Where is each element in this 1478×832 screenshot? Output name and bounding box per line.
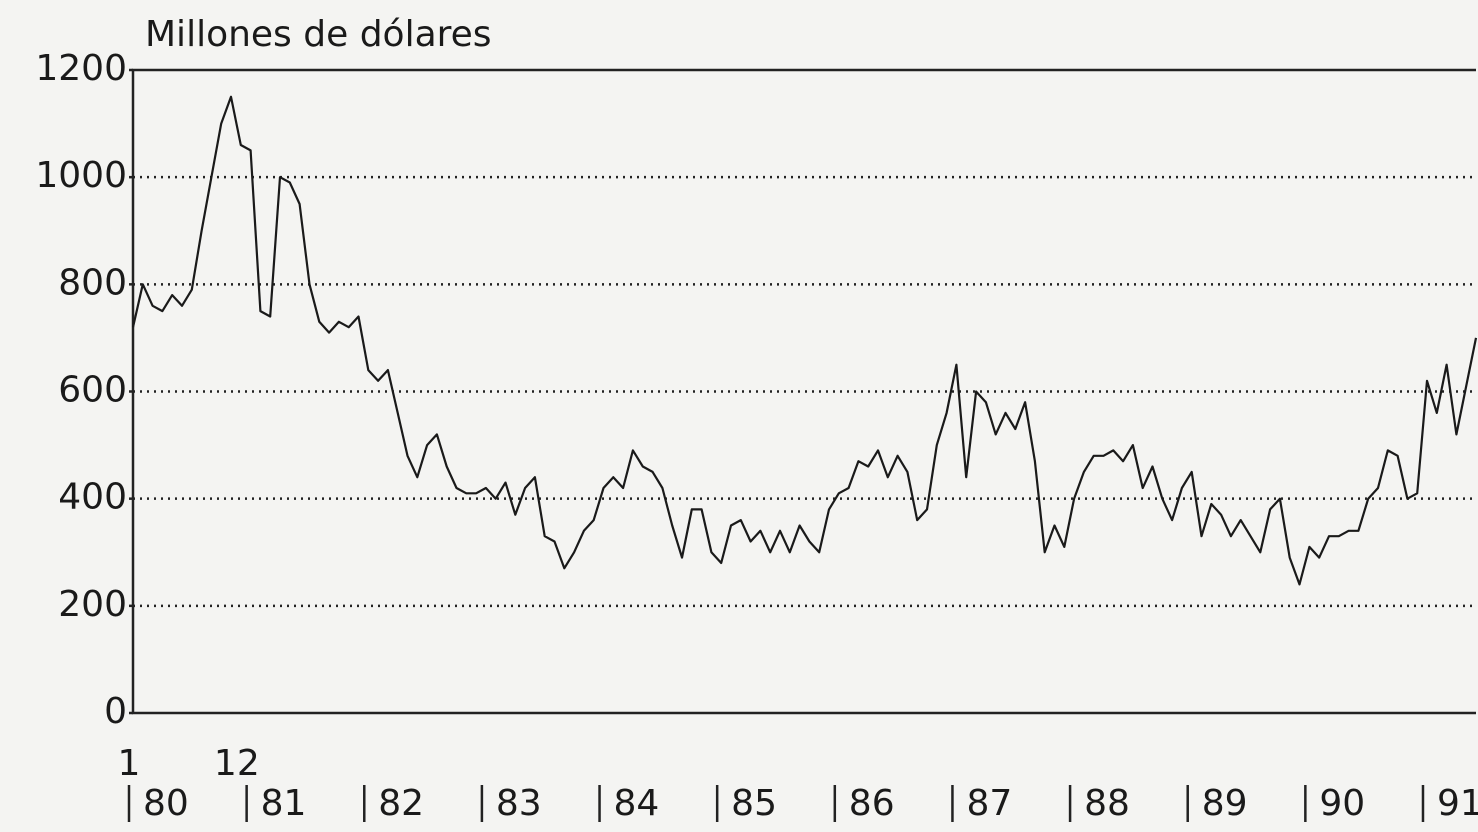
y-tick-label: 1200	[35, 48, 127, 89]
year-label: 82	[378, 783, 424, 824]
month-label: 1	[118, 743, 141, 784]
year-label: 88	[1084, 783, 1130, 824]
y-tick-label: 1000	[35, 155, 127, 196]
y-tick-label: 0	[104, 691, 127, 732]
y-tick-label: 400	[58, 477, 127, 518]
y-tick-label: 200	[58, 584, 127, 625]
month-label: 12	[214, 743, 260, 784]
y-tick-label: 600	[58, 370, 127, 411]
chart-title: Millones de dólares	[145, 14, 492, 55]
year-label: 90	[1319, 783, 1365, 824]
year-label: 81	[261, 783, 307, 824]
year-label: 87	[966, 783, 1012, 824]
year-label: 89	[1202, 783, 1248, 824]
year-label: 91	[1437, 783, 1478, 824]
y-tick-label: 800	[58, 262, 127, 303]
data-line	[131, 95, 1478, 586]
year-label: 85	[731, 783, 777, 824]
year-label: 80	[143, 783, 189, 824]
year-label: 84	[614, 783, 660, 824]
year-label: 86	[849, 783, 895, 824]
year-label: 83	[496, 783, 542, 824]
